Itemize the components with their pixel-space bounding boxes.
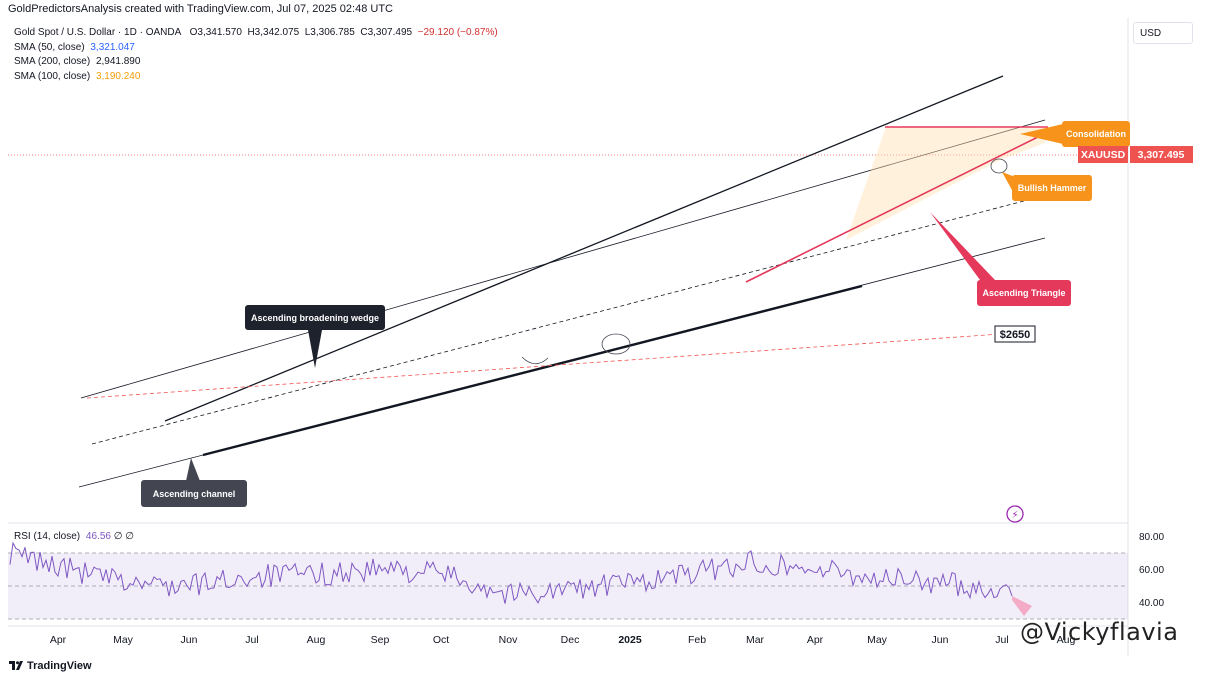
svg-text:⚡: ⚡ — [1011, 510, 1018, 521]
last-price-badge[interactable]: XAUUSD 3,307.495 — [1078, 146, 1193, 163]
close-value: C3,307.495 — [360, 27, 413, 38]
sma50-row[interactable]: SMA (50, close) 3,321.047 — [14, 41, 498, 56]
wedge-label-pointer — [308, 330, 322, 368]
symbol-badge-text: XAUUSD — [1081, 149, 1126, 161]
time-tick-label: Jun — [932, 634, 949, 646]
time-tick-label: May — [113, 634, 134, 646]
last-price-text: 3,307.495 — [1138, 149, 1185, 161]
rsi-axis[interactable]: 80.00 60.00 40.00 — [1139, 532, 1164, 609]
target-text: $2650 — [1000, 329, 1031, 341]
change-value: −29.120 (−0.87%) — [417, 27, 498, 38]
time-axis[interactable]: Apr May Jun Jul Aug Sep Oct Nov Dec 2025 Feb Mar Apr… — [50, 634, 1076, 646]
time-tick-label: Jun — [181, 634, 198, 646]
chart-credit: GoldPredictorsAnalysis created with Trad… — [8, 3, 393, 15]
consolidation-text: Consolidation — [1066, 129, 1126, 139]
hammer-box — [1012, 175, 1092, 201]
symbol-row: Gold Spot / U.S. Dollar · 1D · OANDA O3,… — [14, 26, 498, 41]
rsi-extra: ∅ ∅ — [113, 531, 134, 542]
price-legend: Gold Spot / U.S. Dollar · 1D · OANDA O3,… — [14, 26, 498, 84]
sma200-row[interactable]: SMA (200, close) 2,941.890 — [14, 55, 498, 70]
triangle-pointer — [930, 212, 995, 284]
lightning-icon[interactable]: ⚡ — [1006, 505, 1024, 523]
time-tick-label: Jul — [245, 634, 258, 646]
sma200-label: SMA (200, close) — [14, 56, 91, 67]
rsi-tick-label: 60.00 — [1139, 565, 1164, 576]
rsi-line[interactable] — [9, 541, 1013, 604]
target-annotation[interactable]: $2650 — [994, 325, 1036, 343]
channel-label-pointer — [186, 458, 200, 481]
channel-label-text: Ascending channel — [153, 489, 236, 499]
tradingview-icon — [9, 661, 23, 670]
sma100-label: SMA (100, close) — [14, 70, 91, 82]
target-line — [86, 332, 1016, 399]
last-price-box — [1130, 146, 1193, 163]
wedge-upper-line[interactable] — [164, 75, 1004, 422]
time-tick-label: Oct — [433, 634, 449, 646]
triangle-bottom-line[interactable] — [745, 130, 1051, 283]
low-circle-dec — [601, 333, 631, 355]
currency-selector[interactable]: USD — [1133, 22, 1193, 44]
channel-upper-line[interactable] — [80, 119, 1046, 399]
rsi-label: RSI (14, close) — [14, 531, 81, 542]
time-tick-label: Jul — [995, 634, 1008, 646]
rsi-tick-label: 80.00 — [1139, 532, 1164, 543]
hammer-text: Bullish Hammer — [1018, 183, 1087, 193]
wedge-label-box — [245, 305, 385, 330]
sma100-row[interactable]: SMA (100, close) 3,190.240 — [14, 70, 498, 85]
hammer-annotation[interactable]: Bullish Hammer — [1002, 172, 1092, 201]
sma100-value: 3,190.240 — [95, 70, 141, 82]
time-tick-label: Apr — [807, 634, 824, 646]
low-arc-nov — [521, 356, 549, 365]
time-tick-label: Aug — [1057, 634, 1076, 646]
tradingview-logo[interactable]: TradingView — [9, 660, 92, 672]
high-value: H3,342.075 — [247, 27, 300, 38]
symbol-line[interactable]: Gold Spot / U.S. Dollar · 1D · OANDA — [14, 27, 182, 38]
time-tick-label: Mar — [746, 634, 765, 646]
wedge-annotation[interactable]: Ascending broadening wedge — [245, 305, 385, 368]
time-tick-label: 2025 — [618, 634, 642, 646]
channel-midline — [91, 195, 1044, 445]
time-tick-label: Feb — [688, 634, 706, 646]
target-box — [994, 325, 1036, 343]
rsi-arrow — [1012, 596, 1032, 616]
sma50-label: SMA (50, close) — [14, 41, 85, 53]
watermark: @Vickyflavia — [1020, 618, 1179, 646]
triangle-annotation[interactable]: Ascending Triangle — [930, 212, 1071, 306]
rsi-tick-label: 40.00 — [1139, 598, 1164, 609]
triangle-text: Ascending Triangle — [982, 288, 1065, 298]
wedge-label-text: Ascending broadening wedge — [251, 313, 379, 323]
consolidation-pointer — [1020, 124, 1063, 144]
rsi-legend[interactable]: RSI (14, close) 46.56 ∅ ∅ — [14, 531, 134, 542]
time-tick-label: May — [867, 634, 888, 646]
time-tick-label: Nov — [499, 634, 518, 646]
consolidation-box — [1062, 121, 1130, 147]
channel-label-box — [141, 480, 247, 507]
rsi-value: 46.56 — [85, 531, 111, 542]
channel-lower-line[interactable] — [78, 237, 1046, 488]
hammer-circle — [990, 158, 1008, 174]
symbol-badge — [1078, 146, 1128, 163]
channel-annotation[interactable]: Ascending channel — [141, 458, 247, 507]
triangle-box — [977, 280, 1071, 306]
consolidation-annotation[interactable]: Consolidation — [1020, 121, 1130, 147]
tradingview-brand: TradingView — [27, 660, 92, 672]
low-value: L3,306.785 — [304, 27, 355, 38]
sma200-value: 2,941.890 — [95, 56, 141, 67]
open-value: O3,341.570 — [189, 27, 242, 38]
time-tick-label: Apr — [50, 634, 67, 646]
sma50-value: 3,321.047 — [90, 41, 135, 53]
time-tick-label: Aug — [307, 634, 326, 646]
time-tick-label: Dec — [561, 634, 580, 646]
time-tick-label: Sep — [371, 634, 390, 646]
